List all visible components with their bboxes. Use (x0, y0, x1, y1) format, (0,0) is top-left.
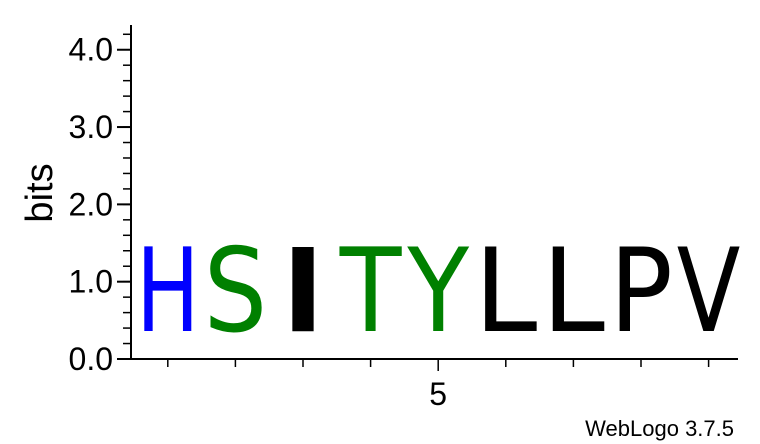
y-axis: 0.0 1.0 2.0 3.0 4.0 (69, 25, 132, 377)
logo-letter-v: V (677, 224, 741, 358)
y-tick-label: 1.0 (69, 264, 113, 300)
weblogo-credit: WebLogo 3.7.5 (585, 416, 734, 441)
x-axis: 5 (131, 358, 738, 412)
y-axis-label: bits (19, 163, 61, 222)
logo-letter-l: L (542, 225, 605, 359)
logo-letter-y: Y (406, 224, 469, 359)
logo-letter-h: H (136, 224, 200, 359)
y-tick-label: 0.0 (69, 341, 113, 377)
logo-letter-l: L (474, 225, 537, 359)
logo-letter-i: I (271, 224, 335, 359)
logo-letter-p: P (609, 225, 673, 360)
logo-letter-s: S (204, 224, 268, 359)
logo-letter-t: T (339, 224, 402, 359)
x-tick-label: 5 (429, 376, 447, 412)
y-tick-label: 2.0 (69, 186, 113, 222)
y-tick-label: 4.0 (69, 32, 113, 68)
y-tick-label: 3.0 (69, 109, 113, 145)
